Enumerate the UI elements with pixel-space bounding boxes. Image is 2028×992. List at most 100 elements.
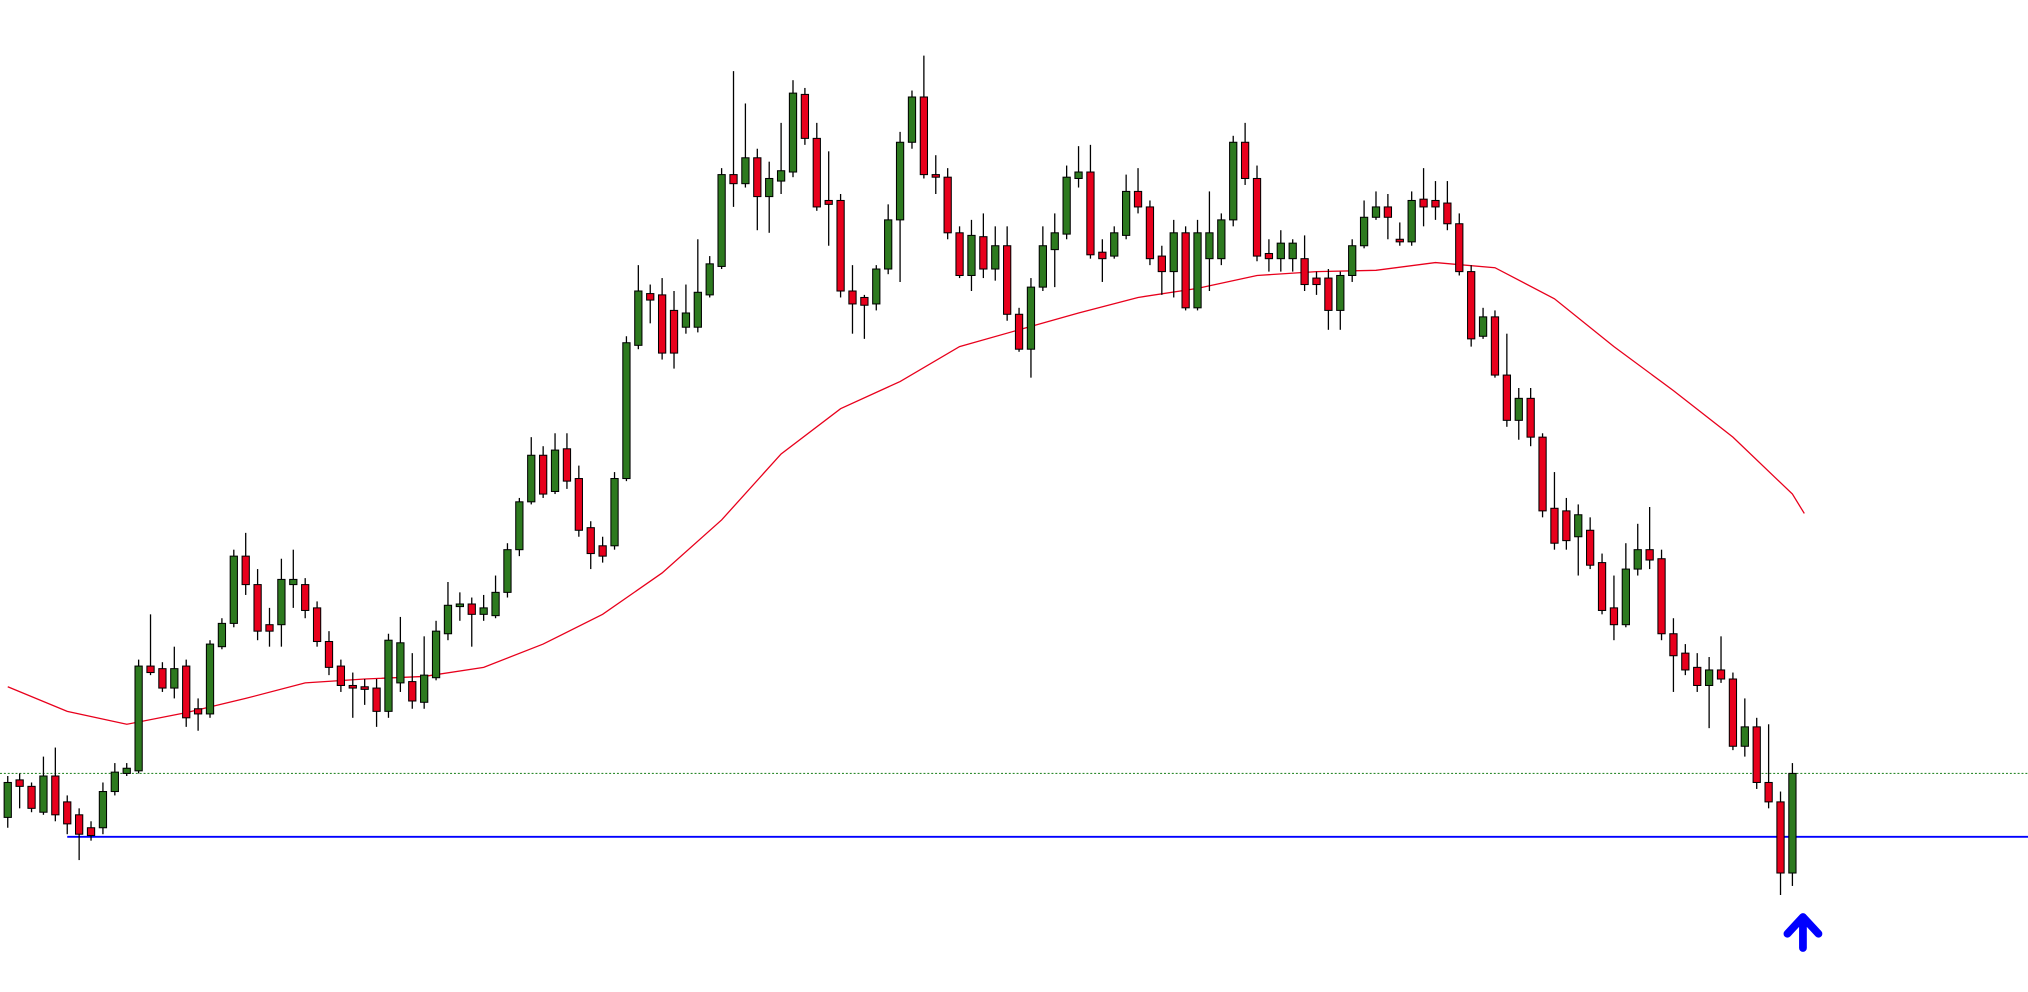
candle-body [800, 93, 810, 139]
candle [51, 747, 60, 822]
candle [539, 446, 548, 498]
candle [1026, 278, 1036, 378]
candle-body [991, 245, 1000, 270]
candle-body [776, 170, 786, 182]
candle [967, 219, 976, 292]
candle [895, 131, 905, 282]
candle-body [1490, 316, 1500, 376]
candle-body [610, 478, 619, 547]
candle-body [408, 681, 417, 702]
candle-body [491, 591, 500, 617]
candle [598, 536, 607, 563]
candle [289, 549, 298, 608]
candle-body [705, 263, 714, 296]
candle [3, 776, 12, 828]
candle-body [360, 686, 369, 690]
candle-body [63, 801, 72, 825]
candle [491, 575, 500, 619]
candle-body [1086, 171, 1095, 256]
candle-body [1217, 219, 1226, 260]
candle-body [1776, 801, 1785, 874]
candle-body [657, 294, 667, 354]
candle-body [193, 708, 203, 715]
candle [1205, 191, 1214, 292]
candle-body [1443, 202, 1452, 225]
candle [1776, 791, 1785, 895]
candle-body [1240, 141, 1250, 179]
candle-body [1562, 510, 1571, 542]
candle-body [895, 141, 905, 221]
candle-body [872, 268, 881, 305]
candle-body [1371, 206, 1381, 218]
candle-body [1538, 436, 1547, 512]
ma-line [7, 261, 1805, 725]
candle [1764, 724, 1773, 809]
candle [1693, 653, 1702, 692]
candle-body [1324, 277, 1333, 311]
candle-body [1502, 374, 1512, 421]
candle-body [967, 234, 976, 277]
candle-body [515, 501, 524, 551]
candle-body [443, 604, 453, 635]
candle-body [1633, 549, 1642, 570]
candle [1383, 194, 1393, 240]
candle-body [146, 665, 155, 674]
candle-body [336, 665, 346, 686]
candle-body [753, 157, 762, 198]
candle-body [312, 607, 322, 643]
candle [776, 122, 786, 195]
candle [1752, 717, 1761, 789]
candle [1336, 271, 1345, 330]
candle-body [788, 92, 798, 173]
candle-body [1764, 781, 1773, 803]
candle [1407, 191, 1416, 246]
candle-body [110, 771, 119, 793]
candle-body [729, 174, 738, 185]
candle-body [860, 296, 869, 306]
candle-body [51, 775, 60, 816]
candle-body [1597, 562, 1607, 611]
candle [657, 278, 667, 360]
candle-body [527, 454, 536, 503]
candle [1740, 698, 1749, 757]
candle [693, 239, 702, 333]
candle-body [1205, 232, 1214, 260]
candle-body [217, 622, 227, 648]
candle-body [1003, 245, 1012, 315]
candle-body [503, 549, 512, 593]
candle [955, 226, 964, 279]
candle-body [1252, 177, 1262, 257]
candle-body [1193, 232, 1202, 309]
candle [1716, 636, 1726, 683]
candle [919, 55, 929, 179]
candle-body [1062, 176, 1071, 235]
candle [1478, 307, 1488, 339]
levels [0, 772, 2028, 838]
candle [1074, 146, 1083, 188]
candle-body [931, 174, 940, 178]
candle-body [1264, 252, 1274, 260]
candle [515, 497, 524, 557]
candle [1359, 200, 1369, 249]
candle [646, 284, 655, 324]
candle-body [1359, 216, 1369, 247]
candle-body [229, 555, 238, 624]
candle [1502, 333, 1512, 427]
candle-body [634, 290, 643, 346]
candle [1395, 222, 1404, 246]
candle-body [550, 449, 560, 492]
candle [1157, 245, 1166, 295]
candle-body [1312, 277, 1321, 286]
candle [396, 616, 405, 692]
candle-body [1098, 251, 1107, 260]
candle [1181, 226, 1190, 311]
candle [86, 821, 96, 841]
candle [1252, 165, 1262, 262]
candle-body [979, 236, 988, 270]
candle [1312, 271, 1321, 295]
candle [312, 601, 322, 647]
candle-body [598, 545, 607, 557]
candle [1526, 388, 1535, 447]
candle [408, 653, 417, 709]
candle [324, 631, 334, 676]
